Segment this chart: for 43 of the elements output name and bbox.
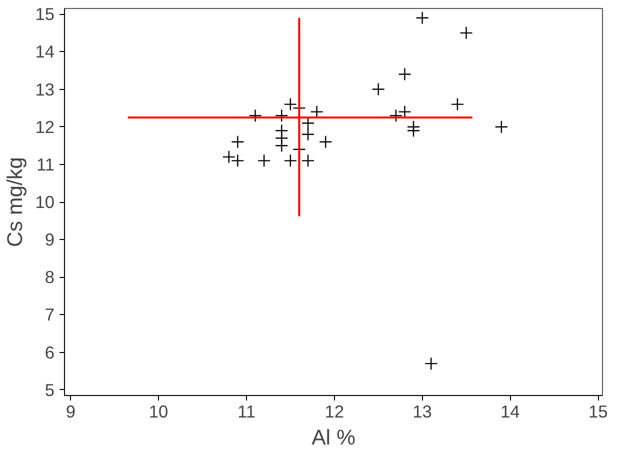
point (406, 124, 420, 138)
y-tick-label: 11 (36, 154, 55, 174)
x-tick-label: 11 (237, 402, 256, 422)
y-tick-label: 15 (35, 4, 55, 24)
point (398, 68, 412, 81)
y-tick-label: 9 (44, 230, 55, 250)
y-tick-label: 10 (35, 192, 55, 212)
point (275, 139, 288, 152)
x-axis-title: Al % (312, 426, 356, 450)
point (257, 154, 271, 168)
y-tick-label: 7 (44, 304, 55, 325)
point (275, 108, 288, 122)
point (494, 120, 508, 134)
point (318, 135, 332, 148)
point (398, 105, 412, 118)
point (248, 108, 262, 122)
y-tick-label: 5 (44, 380, 55, 400)
point (389, 108, 403, 122)
point (284, 98, 298, 111)
y-axis-title: Cs mg/kg (3, 156, 28, 248)
point (416, 11, 429, 24)
point (301, 154, 315, 168)
y-tick-label: 12 (35, 116, 55, 137)
y-tick-label: 6 (44, 342, 55, 362)
x-tick-label: 13 (412, 402, 432, 422)
point (460, 26, 473, 40)
point (222, 150, 236, 164)
point (301, 128, 315, 141)
x-tick-label: 12 (324, 402, 344, 422)
y-tick-label: 8 (44, 267, 55, 288)
x-tick-label: 14 (500, 402, 520, 422)
point (231, 135, 244, 148)
x-tick-label: 9 (66, 402, 76, 422)
point (372, 82, 385, 96)
point (424, 356, 438, 370)
y-tick-label: 13 (35, 79, 55, 100)
x-tick-label: 10 (148, 402, 168, 422)
y-tick-label: 14 (35, 42, 55, 62)
point (231, 154, 244, 168)
x-tick-label: 15 (588, 402, 608, 422)
point (284, 154, 298, 168)
point (310, 105, 324, 118)
point (450, 98, 464, 111)
